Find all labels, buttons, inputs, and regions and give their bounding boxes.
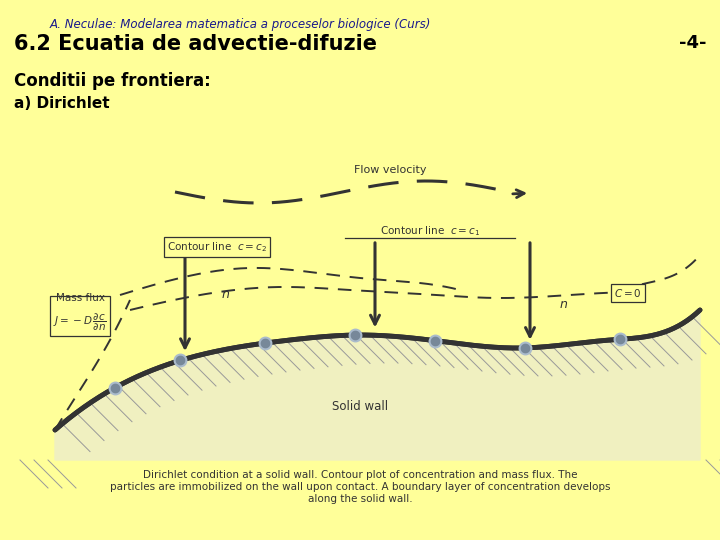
Text: along the solid wall.: along the solid wall. bbox=[307, 494, 413, 504]
Text: a) Dirichlet: a) Dirichlet bbox=[14, 96, 109, 111]
Text: Flow velocity: Flow velocity bbox=[354, 165, 426, 175]
Text: 6.2 Ecuatia de advectie-difuzie: 6.2 Ecuatia de advectie-difuzie bbox=[14, 34, 377, 54]
Text: Dirichlet condition at a solid wall. Contour plot of concentration and mass flux: Dirichlet condition at a solid wall. Con… bbox=[143, 470, 577, 480]
Text: Conditii pe frontiera:: Conditii pe frontiera: bbox=[14, 72, 211, 90]
Text: n: n bbox=[222, 288, 230, 301]
Text: $C = 0$: $C = 0$ bbox=[614, 287, 642, 299]
Text: -4-: -4- bbox=[678, 34, 706, 52]
Text: Mass flux
$J = -D\,\dfrac{\partial c}{\partial n}$: Mass flux $J = -D\,\dfrac{\partial c}{\p… bbox=[53, 293, 107, 333]
Polygon shape bbox=[55, 310, 700, 460]
Text: A. Neculae: Modelarea matematica a proceselor biologice (Curs): A. Neculae: Modelarea matematica a proce… bbox=[50, 18, 431, 31]
Text: Contour line  $c = c_2$: Contour line $c = c_2$ bbox=[167, 240, 267, 254]
Text: particles are immobilized on the wall upon contact. A boundary layer of concentr: particles are immobilized on the wall up… bbox=[109, 482, 611, 492]
Text: n: n bbox=[560, 298, 568, 311]
Text: Contour line  $c = c_1$: Contour line $c = c_1$ bbox=[380, 224, 480, 238]
Text: Solid wall: Solid wall bbox=[332, 400, 388, 413]
